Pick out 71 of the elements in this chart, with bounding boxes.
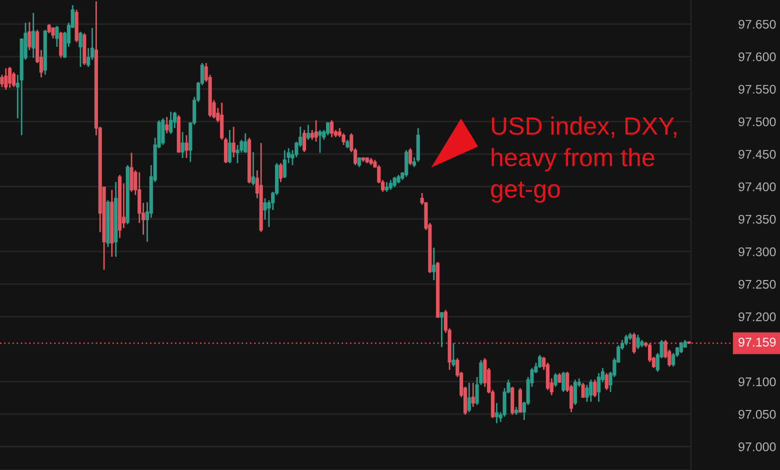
candlestick bbox=[452, 342, 456, 368]
y-tick-label: 97.350 bbox=[738, 214, 776, 224]
candlestick bbox=[314, 120, 318, 142]
candlestick bbox=[404, 149, 408, 178]
candlestick bbox=[326, 122, 330, 136]
candlestick bbox=[467, 382, 471, 413]
ref-line-label: 97.159 bbox=[738, 338, 776, 347]
candlestick bbox=[494, 402, 498, 424]
candlestick bbox=[636, 334, 640, 350]
candlestick bbox=[573, 378, 577, 406]
candlestick bbox=[593, 378, 597, 398]
candlestick bbox=[632, 332, 636, 354]
candlestick bbox=[8, 66, 12, 88]
candlestick bbox=[78, 31, 82, 68]
candlestick bbox=[310, 129, 314, 140]
candlestick bbox=[384, 181, 389, 192]
candlestick bbox=[278, 162, 283, 183]
candlestick bbox=[554, 372, 558, 388]
candlestick bbox=[408, 148, 412, 166]
candlestick bbox=[228, 129, 232, 164]
candlestick bbox=[302, 129, 306, 153]
candlestick bbox=[251, 151, 256, 186]
candlestick bbox=[59, 31, 63, 59]
candlestick bbox=[558, 372, 562, 384]
candlestick bbox=[4, 68, 8, 90]
candlestick bbox=[55, 25, 59, 48]
candlestick bbox=[440, 311, 444, 348]
candlestick bbox=[28, 21, 32, 51]
y-tick-label: 97.100 bbox=[738, 377, 776, 386]
y-tick-label: 97.450 bbox=[738, 150, 776, 159]
candlestick bbox=[518, 387, 522, 414]
candlestick bbox=[596, 372, 601, 402]
candlestick bbox=[168, 111, 173, 135]
candlestick bbox=[165, 116, 169, 134]
y-tick-label: 97.500 bbox=[738, 117, 776, 126]
candlestick bbox=[32, 12, 36, 59]
candlestick bbox=[180, 131, 184, 159]
y-tick-label: 97.200 bbox=[738, 312, 776, 322]
annotation: USD index, DXY, heavy from the get-go bbox=[491, 116, 676, 203]
candlestick bbox=[471, 382, 475, 408]
candlestick bbox=[12, 71, 16, 88]
candlestick bbox=[306, 124, 310, 140]
y-tick-label: 97.400 bbox=[738, 182, 776, 192]
candlestick bbox=[161, 118, 165, 146]
candlestick bbox=[392, 176, 396, 188]
y-tick-label: 97.650 bbox=[738, 20, 776, 29]
candlestick bbox=[318, 129, 322, 154]
candlestick bbox=[184, 134, 188, 159]
candlestick bbox=[130, 152, 134, 192]
candlestick bbox=[330, 120, 334, 138]
candlestick bbox=[244, 132, 248, 154]
candlestick bbox=[581, 382, 585, 399]
candlestick bbox=[236, 144, 240, 164]
candlestick bbox=[282, 149, 286, 179]
y-tick-label: 97.050 bbox=[738, 410, 776, 419]
candlestick bbox=[432, 246, 436, 281]
candlestick bbox=[624, 334, 628, 346]
candlestick bbox=[232, 126, 236, 158]
y-tick-label: 97.000 bbox=[738, 442, 776, 452]
candlestick bbox=[47, 23, 51, 34]
y-tick-label: 97.600 bbox=[738, 52, 776, 62]
candlestick bbox=[604, 372, 608, 391]
candlestick bbox=[0, 74, 4, 88]
candlestick bbox=[679, 341, 683, 354]
candlestick bbox=[562, 371, 566, 393]
candlestick bbox=[589, 378, 593, 402]
candlestick bbox=[538, 354, 542, 369]
y-tick-label: 97.300 bbox=[738, 247, 776, 256]
candlestick bbox=[388, 179, 392, 191]
y-tick-label: 97.250 bbox=[738, 280, 776, 289]
y-tick-label: 97.550 bbox=[738, 84, 776, 94]
